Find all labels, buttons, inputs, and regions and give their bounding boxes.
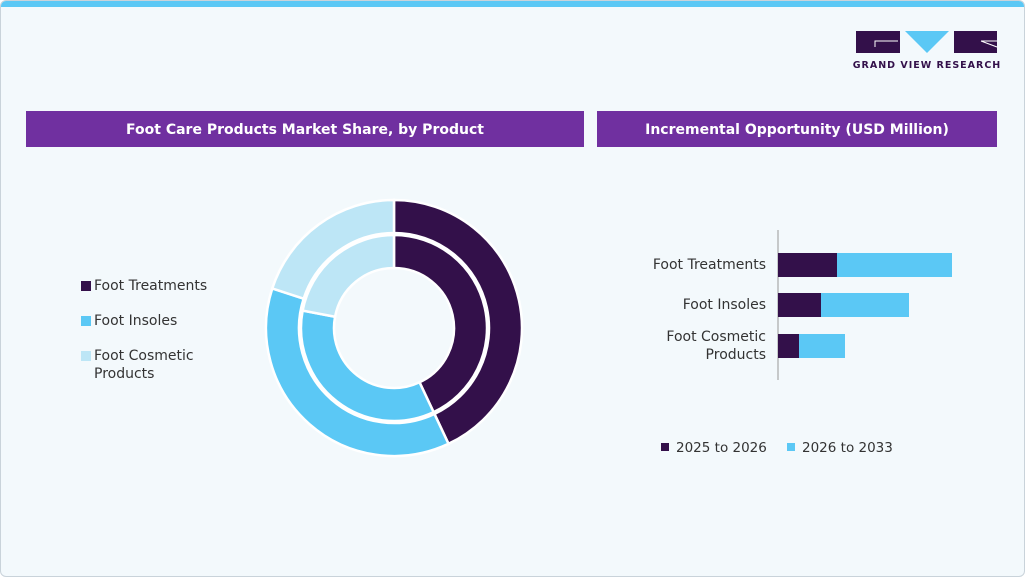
legend-label: Foot Insoles: [94, 313, 178, 329]
bar: [837, 253, 952, 277]
logo: [856, 31, 998, 53]
top-stripe: [1, 1, 1024, 7]
bar: [778, 253, 837, 277]
title-bar: [597, 111, 997, 147]
legend-label: 2025 to 2026: [676, 440, 767, 456]
bar: [778, 334, 799, 358]
donut-slice: [264, 286, 451, 458]
legend-swatch: [787, 443, 795, 451]
bar: [821, 293, 909, 317]
legend-swatch: [661, 443, 669, 451]
donut-slice: [392, 198, 524, 446]
title-bar: [26, 111, 584, 147]
donut-slice: [270, 198, 396, 301]
chart-title: Foot Care Products Market Share, by Prod…: [126, 122, 484, 138]
brand: GRAND VIEW RESEARCH: [853, 60, 1002, 71]
bar: [799, 334, 845, 358]
donut-slice: [299, 309, 436, 423]
donut-slice: [392, 233, 489, 414]
y-tick-label: Foot Treatments: [652, 257, 766, 273]
legend-label: Foot Treatments: [94, 278, 208, 294]
y-tick-label: Foot Cosmetic Products: [666, 329, 766, 363]
bar: [778, 293, 821, 317]
legend-label: Foot Cosmetic Products: [94, 348, 194, 382]
y-tick-label: Foot Insoles: [682, 297, 766, 313]
legend-label: 2026 to 2033: [802, 440, 893, 456]
legend-swatch: [81, 351, 91, 361]
legend-swatch: [81, 316, 91, 326]
legend-swatch: [81, 281, 91, 291]
chart-title: Incremental Opportunity (USD Million): [645, 122, 949, 138]
donut-slice: [301, 233, 396, 319]
